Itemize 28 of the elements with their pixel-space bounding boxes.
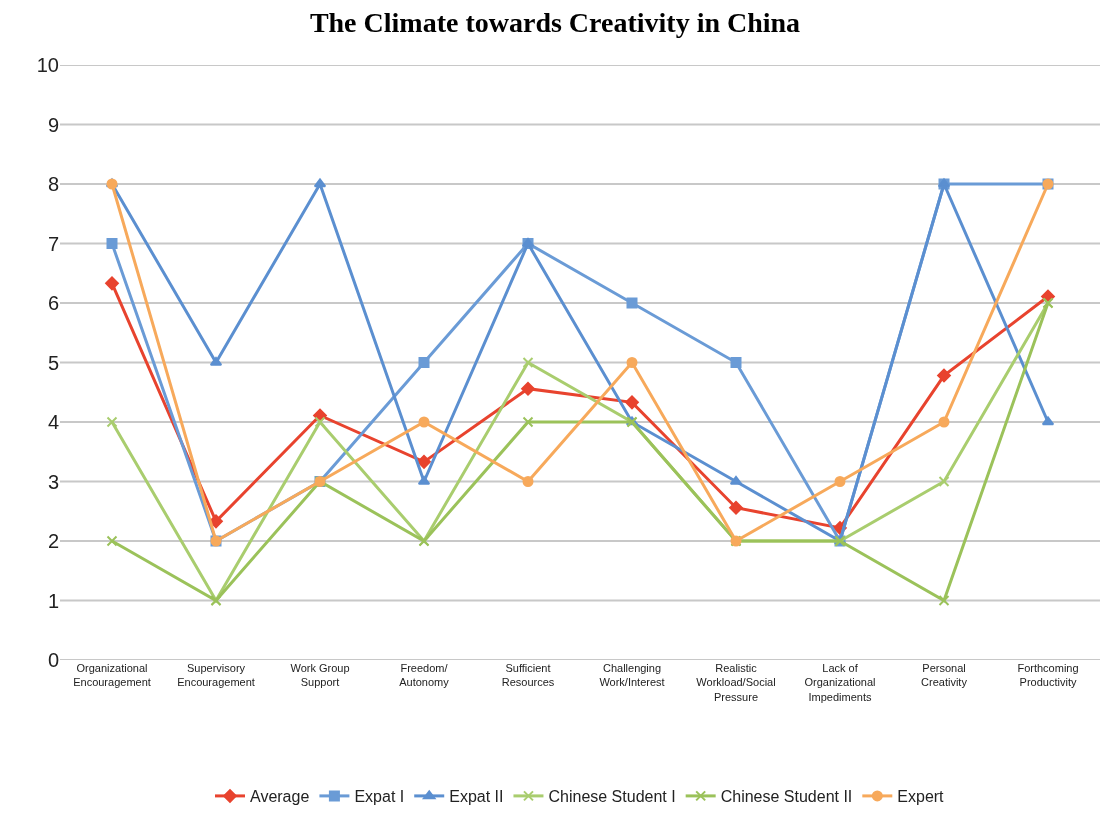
legend-label: Expat I (354, 788, 405, 806)
x-tick-label: Supervisory Encouragement (177, 662, 255, 689)
x-tick-label: Challenging Work/Interest (599, 662, 665, 689)
legend-label: Expert (897, 788, 945, 806)
y-tick-label: 10 (36, 54, 59, 76)
y-tick-label: 6 (47, 292, 59, 314)
y-tick-label: 1 (47, 589, 59, 612)
x-tick-label: Organizational Encouragement (73, 662, 151, 689)
y-tick-label: 5 (47, 351, 59, 374)
y-tick-label: 4 (47, 411, 59, 433)
y-tick-label: 2 (47, 530, 59, 552)
y-tick-label: 9 (47, 113, 59, 136)
legend-label: Chinese Student I (548, 788, 676, 806)
x-tick-label: Forthcoming Productivity (1017, 662, 1079, 689)
x-tick-label: Freedom/ Autonomy (399, 662, 450, 689)
chart-title: The Climate towards Creativity in China (309, 6, 801, 38)
legend-label: Chinese Student II (720, 788, 853, 806)
x-tick-label: Sufficient Resources (501, 662, 555, 689)
legend-label: Expat II (449, 788, 504, 806)
x-tick-label: Lack of Organizational Impediments (804, 662, 876, 703)
x-tick-label: Realistic Workload/Social Pressure (696, 662, 776, 703)
x-tick-label: Work Group Support (290, 662, 350, 689)
y-tick-label: 0 (47, 649, 59, 671)
legend-label: Average (250, 788, 310, 806)
x-tick-label: Personal Creativity (921, 662, 968, 689)
y-tick-label: 7 (47, 232, 59, 255)
y-tick-label: 3 (47, 470, 59, 493)
y-tick-label: 8 (47, 173, 59, 195)
